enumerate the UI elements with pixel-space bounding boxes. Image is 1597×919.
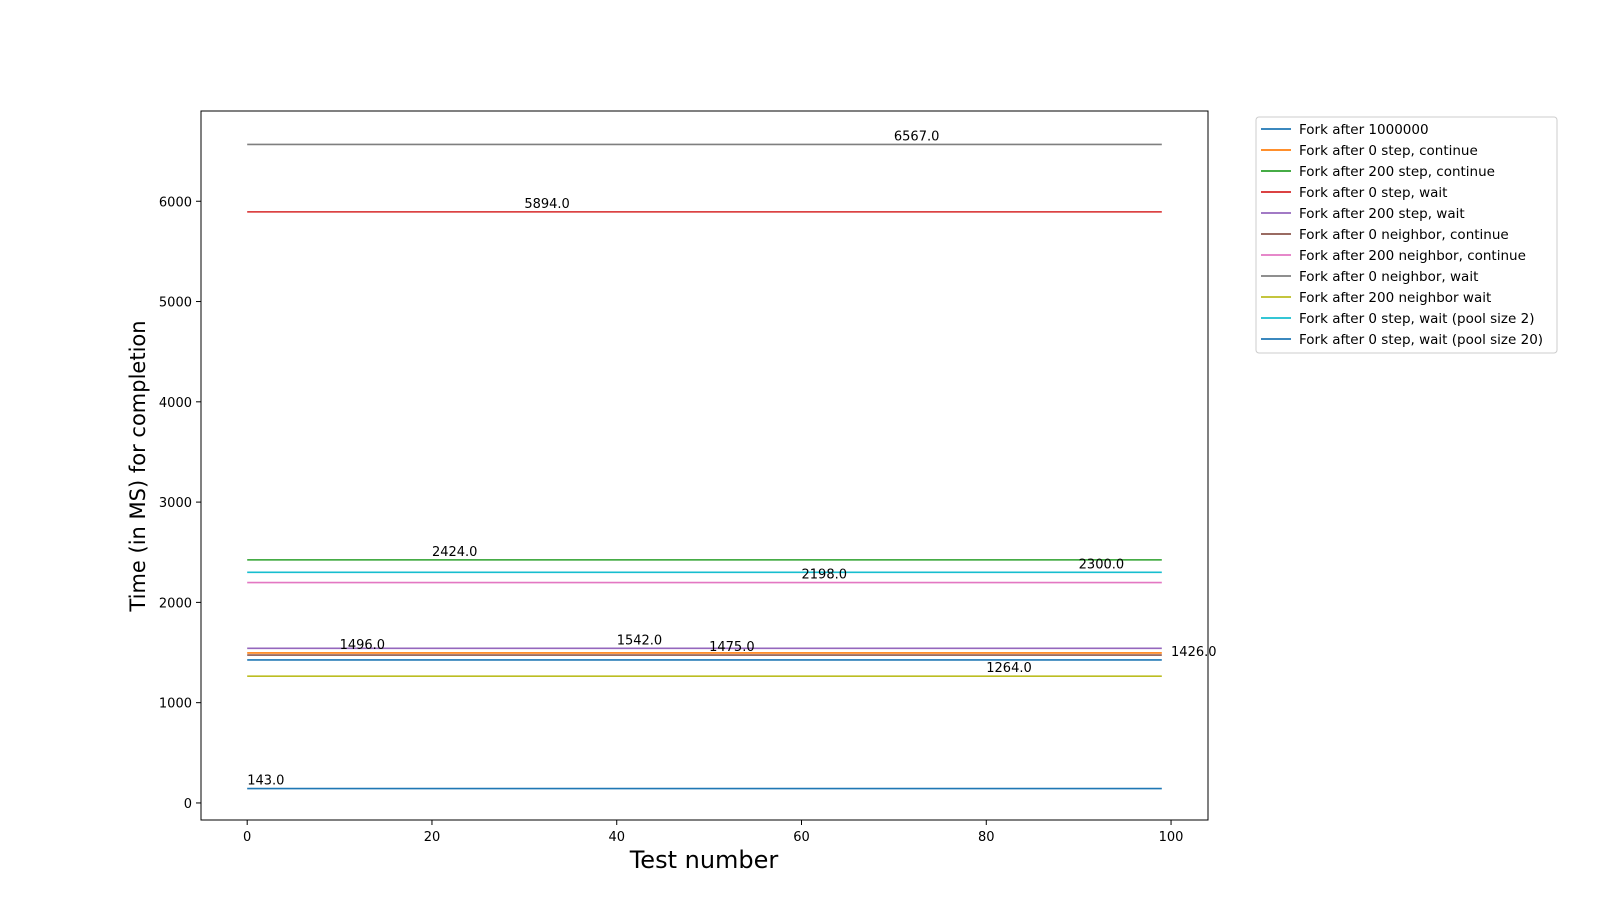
legend-box [1255, 116, 1558, 354]
y-tick-label: 5000 [159, 296, 192, 311]
data-label-4: 5894.0 [524, 197, 570, 212]
legend-entry-5: Fork after 200 step, wait [1299, 206, 1465, 222]
y-tick-label: 6000 [159, 195, 192, 210]
x-axis-label: Test number [629, 846, 779, 874]
x-axis: 0 20 40 60 80 100 [243, 820, 1183, 845]
legend-entry-4: Fork after 0 step, wait [1299, 185, 1447, 201]
series-layer [247, 143, 1162, 790]
y-tick-label: 0 [184, 797, 192, 812]
x-tick-label: 100 [1159, 830, 1184, 845]
y-tick-label: 2000 [159, 596, 192, 611]
legend-entry-6: Fork after 0 neighbor, continue [1299, 227, 1509, 243]
data-label-7: 2198.0 [802, 568, 848, 583]
y-tick-label: 3000 [159, 496, 192, 511]
x-tick-label: 20 [424, 830, 441, 845]
x-tick-label: 80 [978, 830, 995, 845]
annotation-layer: 143.0 1496.0 2424.0 5894.0 1542.0 1475.0 2198.… [247, 129, 1216, 788]
y-tick-label: 1000 [159, 697, 192, 712]
legend-entry-1: Fork after 1000000 [1299, 122, 1429, 138]
x-tick-label: 60 [793, 830, 810, 845]
data-label-6: 1475.0 [709, 640, 755, 655]
data-label-11: 1426.0 [1171, 645, 1217, 660]
data-label-1: 143.0 [247, 774, 284, 789]
data-label-9: 1264.0 [986, 661, 1031, 676]
x-tick-label: 0 [243, 830, 251, 845]
x-tick-label: 40 [608, 830, 625, 845]
y-axis: 0 1000 2000 3000 4000 5000 6000 [159, 195, 201, 812]
legend-entry-7: Fork after 200 neighbor, continue [1299, 248, 1526, 264]
legend-entry-11: Fork after 0 step, wait (pool size 20) [1299, 332, 1543, 348]
legend-entry-2: Fork after 0 step, continue [1299, 143, 1478, 159]
y-tick-label: 4000 [159, 396, 192, 411]
legend-entry-8: Fork after 0 neighbor, wait [1299, 269, 1478, 285]
legend-items: Fork after 1000000 Fork after 0 step, con… [1261, 122, 1543, 348]
legend-entry-10: Fork after 0 step, wait (pool size 2) [1299, 311, 1534, 327]
legend-entry-9: Fork after 200 neighbor wait [1299, 290, 1491, 306]
data-label-8: 6567.0 [894, 129, 940, 144]
y-axis-label: Time (in MS) for completion [126, 320, 150, 612]
data-label-10: 2300.0 [1079, 557, 1125, 572]
legend-entry-3: Fork after 200 step, continue [1299, 164, 1495, 180]
data-label-3: 2424.0 [432, 545, 478, 560]
data-label-2: 1496.0 [340, 638, 386, 653]
plot-frame [200, 110, 1209, 821]
data-label-5: 1542.0 [617, 633, 663, 648]
legend: Fork after 1000000 Fork after 0 step, con… [1255, 116, 1558, 354]
